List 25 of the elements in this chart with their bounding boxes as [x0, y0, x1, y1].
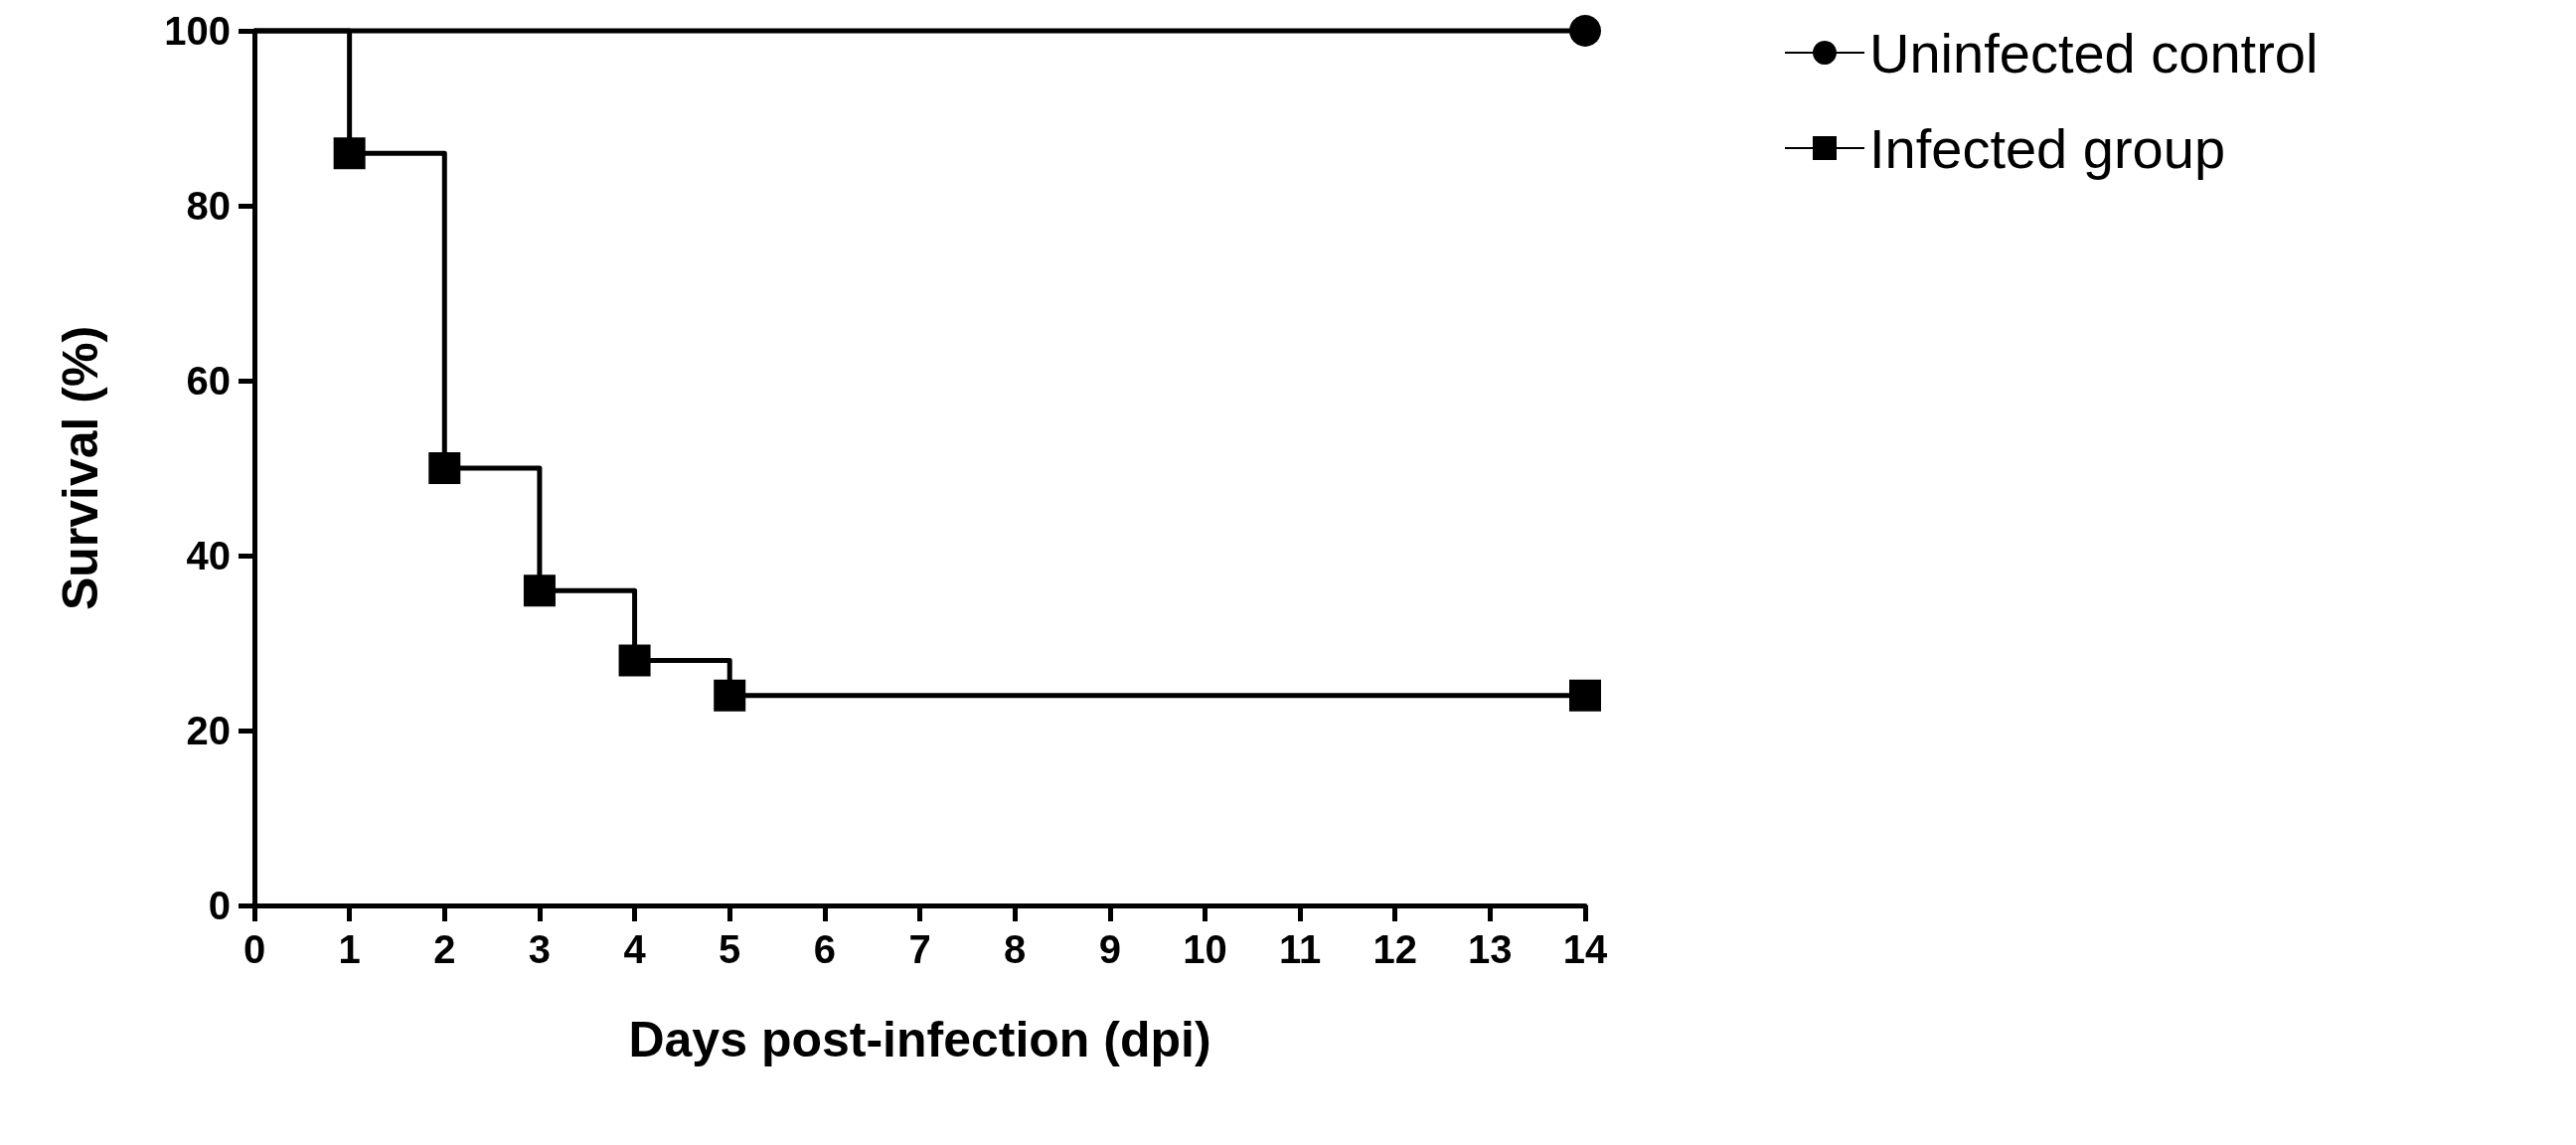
x-tick-label: 13	[1468, 927, 1513, 971]
x-tick-label: 1	[338, 927, 361, 971]
y-tick-label: 40	[186, 534, 231, 577]
x-tick-label: 9	[1098, 927, 1121, 971]
y-tick-label: 100	[164, 9, 231, 53]
x-tick-label: 6	[813, 927, 836, 971]
y-tick-label: 0	[208, 884, 231, 927]
x-tick-label: 2	[433, 927, 456, 971]
x-tick-label: 11	[1278, 927, 1322, 971]
x-tick-label: 14	[1562, 927, 1608, 971]
y-tick-label: 80	[186, 184, 231, 228]
y-axis-title: Survival (%)	[53, 325, 108, 611]
x-tick-label: 3	[528, 927, 552, 971]
x-axis-title: Days post-infection (dpi)	[628, 1012, 1211, 1067]
x-tick-label: 10	[1183, 927, 1227, 971]
y-tick-label: 20	[186, 709, 231, 752]
x-tick-label: 0	[242, 927, 266, 971]
x-tick-label: 5	[719, 927, 741, 971]
legend-label: Infected group	[1869, 116, 2226, 180]
y-tick-label: 60	[186, 359, 231, 403]
x-tick-label: 7	[908, 927, 931, 971]
x-tick-label: 4	[623, 927, 647, 971]
x-tick-label: 8	[1004, 927, 1027, 971]
legend-label: Uninfected control	[1869, 21, 2319, 84]
x-tick-label: 12	[1372, 927, 1417, 971]
